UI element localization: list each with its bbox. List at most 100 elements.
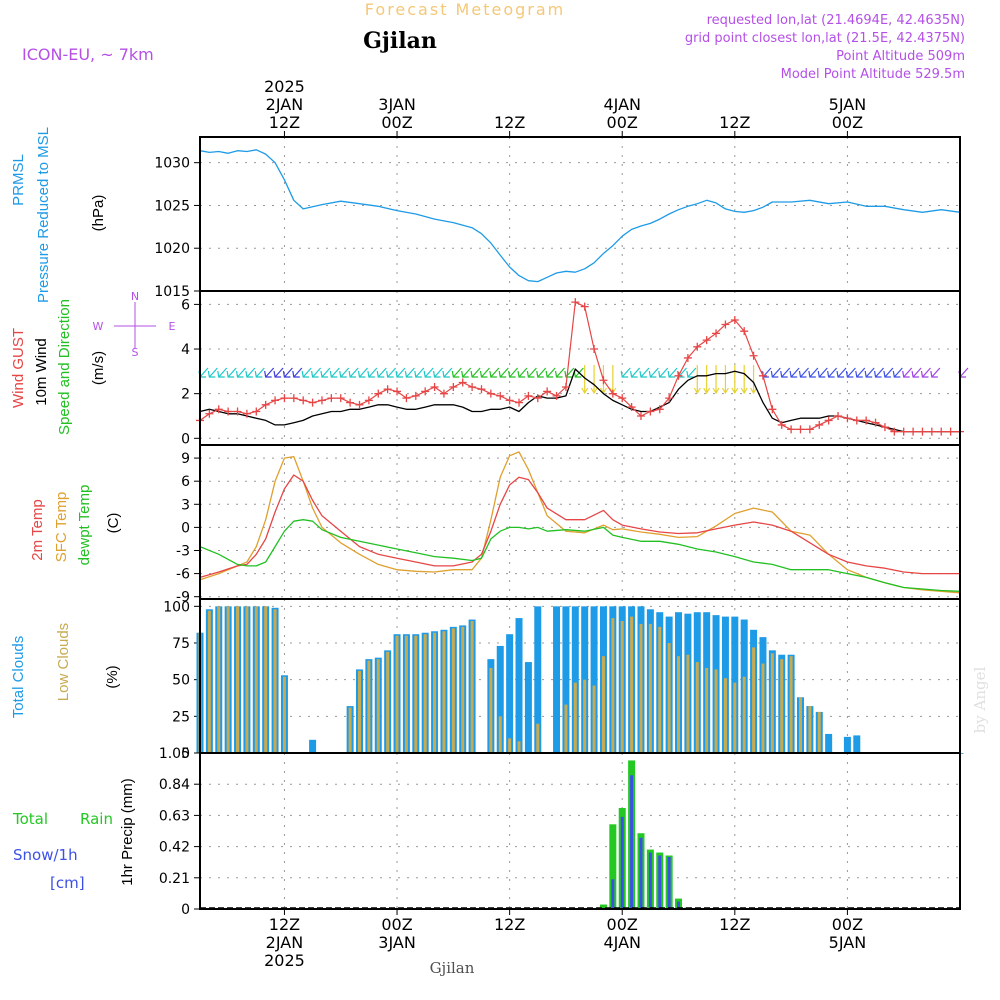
gust-marker — [364, 396, 373, 405]
wind-direction-arrow — [451, 367, 462, 378]
low-cloud-bar — [489, 667, 493, 753]
gust-marker — [927, 427, 936, 436]
wind-direction-arrow — [581, 365, 589, 395]
low-cloud-bar — [798, 697, 802, 753]
wind-y-ticks: 0 2 4 6 — [181, 297, 200, 447]
wind-direction-arrow — [432, 367, 444, 378]
gust-marker — [683, 353, 692, 362]
low-cloud-bar — [517, 741, 521, 753]
pressure-panel: PRMSL Pressure Reduced to MSL (hPa) 1015… — [10, 127, 961, 303]
y-tick-label: 50 — [172, 673, 190, 689]
gust-marker — [665, 394, 674, 403]
gust-marker — [486, 389, 495, 398]
total-cloud-bar — [825, 733, 833, 753]
model-altitude: Model Point Altitude 529.5m — [781, 67, 965, 82]
compass-south: S — [132, 346, 139, 359]
y-tick-label: 1020 — [154, 241, 190, 257]
low-cloud-bar — [217, 606, 221, 753]
gust-marker — [233, 407, 242, 416]
low-cloud-bar — [677, 656, 681, 753]
wind-direction-arrow — [883, 367, 894, 378]
temperature-grid — [200, 445, 960, 599]
temperature-y-ticks: -9 -6 -3 0 3 6 9 — [176, 451, 200, 606]
low-cloud-bar — [564, 704, 568, 753]
model-label: ICON-EU, ~ 7km — [22, 45, 154, 64]
wind-direction-arrow — [780, 367, 791, 378]
gust-marker — [561, 382, 570, 391]
low-cloud-bar — [348, 707, 352, 753]
precip-unit-label: 1hr Precip (mm) — [119, 778, 136, 886]
total-cloud-bar — [515, 618, 523, 753]
pressure-frame — [199, 136, 961, 292]
gust-marker — [805, 425, 814, 434]
low-cloud-bar — [592, 685, 596, 753]
gust-marker — [909, 427, 918, 436]
snow-bar — [648, 852, 652, 909]
low-clouds-label: Low Clouds — [55, 623, 72, 701]
gust-marker — [327, 394, 336, 403]
low-cloud-bar — [433, 632, 437, 753]
gust-marker — [336, 394, 345, 403]
snow-bar — [620, 816, 624, 909]
wind-direction-arrow — [357, 367, 368, 378]
precip-frame — [199, 752, 961, 910]
low-cloud-bar — [245, 606, 249, 753]
low-cloud-bar — [226, 606, 230, 753]
series-line — [199, 368, 960, 433]
low-cloud-bar — [789, 656, 793, 753]
gridpoint-coords: grid point closest lon,lat (21.5E, 42.43… — [685, 31, 965, 46]
wind-direction-arrow — [414, 367, 425, 378]
wind-direction-arrow — [404, 367, 415, 378]
wind-direction-arrow — [348, 367, 359, 378]
pressure-msl-label: Pressure Reduced to MSL — [35, 127, 52, 303]
y-tick-label: 0.42 — [159, 840, 190, 856]
wind-direction-arrow — [590, 365, 598, 395]
wind-direction-arrow — [479, 367, 490, 378]
low-cloud-bar — [639, 623, 643, 753]
low-cloud-bar — [620, 621, 624, 753]
clouds-grid — [200, 599, 960, 754]
dewpt-label: dewpt Temp — [76, 485, 93, 566]
location-title: Gjilan — [363, 28, 437, 54]
total-cloud-bar — [562, 606, 570, 753]
time-label-bottom: 12Z — [269, 915, 300, 934]
low-cloud-bar — [601, 656, 605, 753]
low-cloud-bar — [207, 610, 211, 753]
gust-marker — [655, 405, 664, 414]
wind-direction-arrow — [639, 367, 650, 378]
y-tick-label: 75 — [172, 636, 190, 652]
wind-direction-arrow — [245, 367, 256, 378]
total-clouds-label: Total Clouds — [10, 636, 27, 719]
snow-label: Snow/1h — [13, 846, 78, 864]
y-tick-label: 0.63 — [159, 808, 190, 824]
gust-marker — [777, 420, 786, 429]
gust-marker — [599, 376, 608, 385]
time-label-top: 3JAN — [378, 95, 416, 114]
time-label-top: 00Z — [607, 113, 638, 132]
snow-bar — [677, 901, 681, 909]
credit-label: by Angel — [971, 666, 989, 733]
gust-marker — [421, 387, 430, 396]
gust-marker — [590, 345, 599, 354]
wind-direction-arrow — [873, 367, 885, 378]
wind-direction-arrow — [554, 367, 565, 378]
total-cloud-bar — [506, 634, 514, 753]
gust-marker — [862, 416, 871, 425]
y-tick-label: 1025 — [154, 198, 190, 214]
compass-west: W — [93, 320, 104, 333]
gust-marker — [740, 327, 749, 336]
precip-bars — [200, 760, 960, 909]
low-cloud-bar — [723, 678, 727, 753]
gust-marker — [261, 400, 270, 409]
y-tick-label: -9 — [176, 590, 190, 606]
gust-marker — [411, 391, 420, 400]
gust-marker — [627, 403, 636, 412]
gust-marker — [515, 398, 524, 407]
gust-marker — [533, 394, 542, 403]
low-cloud-bar — [442, 631, 446, 753]
series-line — [199, 519, 961, 592]
low-cloud-bar — [536, 723, 540, 753]
time-label-top: 12Z — [719, 113, 750, 132]
wind-direction-arrow — [311, 367, 322, 378]
low-cloud-bar — [733, 682, 737, 753]
